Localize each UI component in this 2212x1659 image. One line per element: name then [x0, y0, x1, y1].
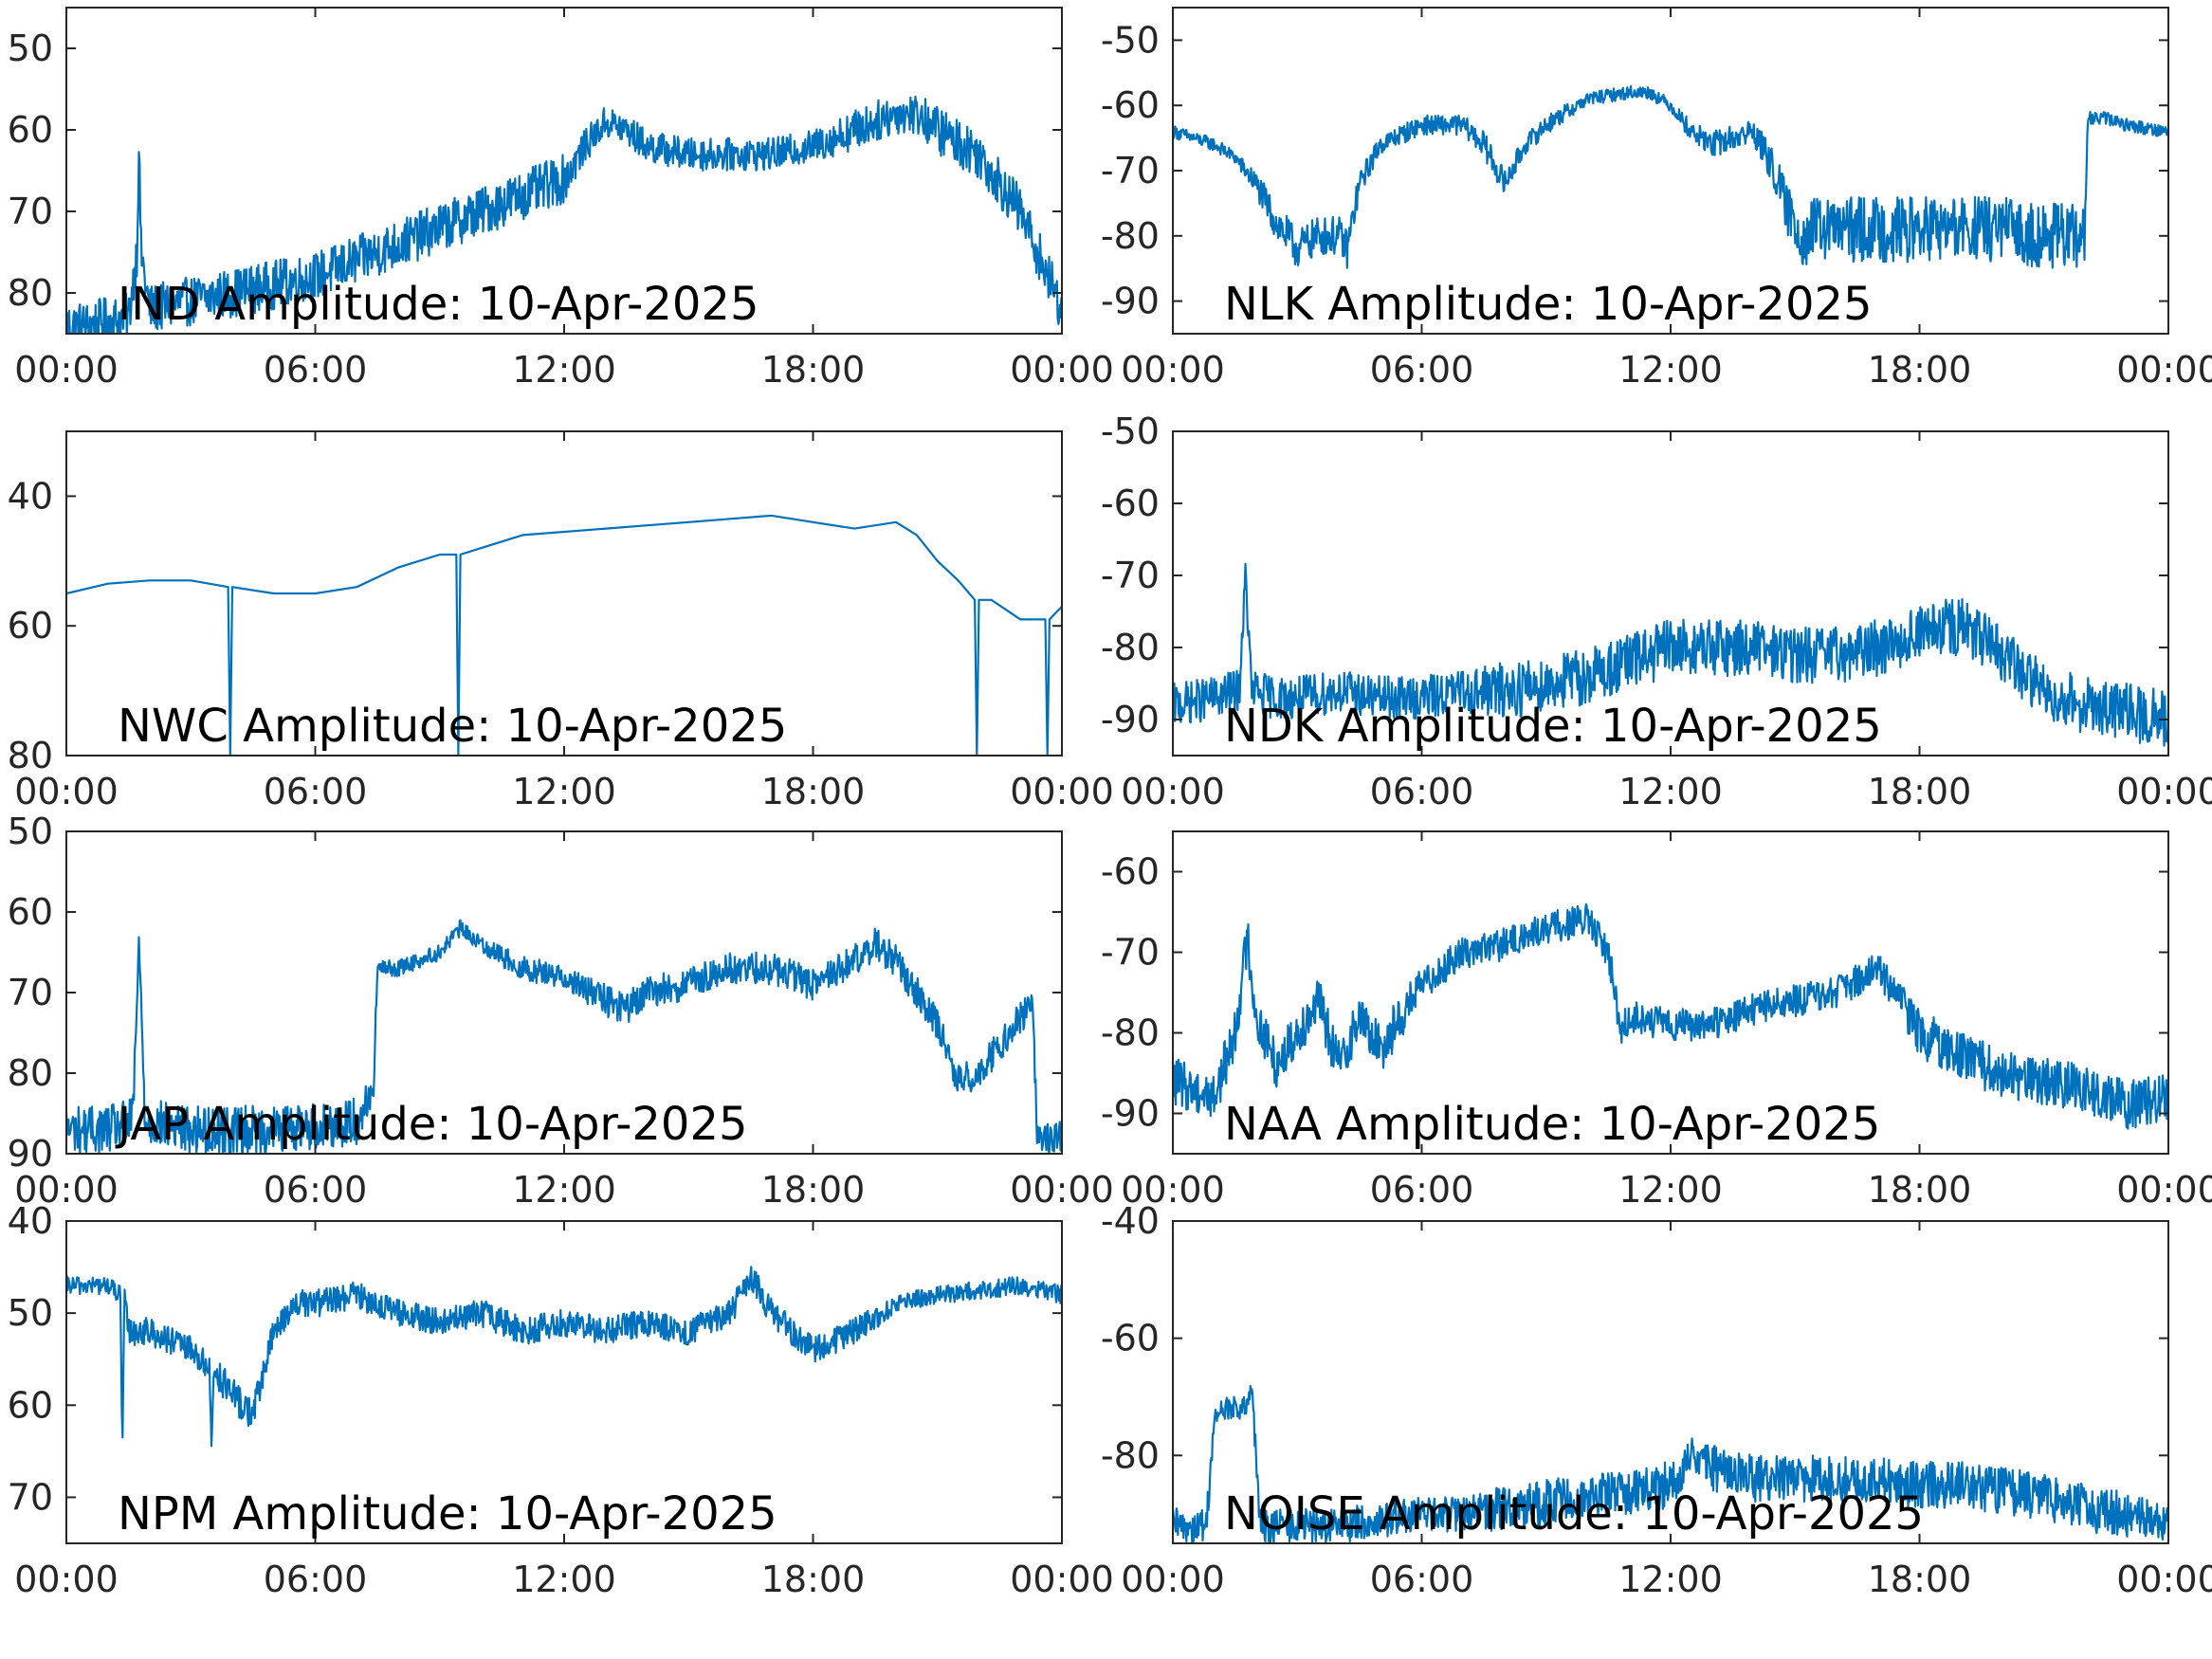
- chart-panel: -40 -60 -80 00:00 06:00 12:00 18:00 00:00 NOISE …: [1101, 1200, 2212, 1600]
- y-tick-label: 40: [8, 1200, 53, 1242]
- x-tick-label: 06:00: [1370, 1169, 1474, 1211]
- x-tick-label: 18:00: [1868, 1169, 1972, 1211]
- x-tick-label: 18:00: [761, 1169, 866, 1211]
- x-tick-label: 00:00: [14, 349, 119, 391]
- chart-title: NAA Amplitude: 10-Apr-2025: [1224, 1098, 1880, 1151]
- y-tick-label: -50: [1101, 19, 1160, 61]
- y-tick-label: 40: [8, 475, 53, 517]
- series-line: [1173, 902, 2168, 1130]
- y-tick-label: -90: [1101, 281, 1160, 322]
- series-line: [66, 95, 1062, 334]
- chart-panel: -60 -70 -80 -90 00:00 06:00 12:00 18:00 00:00 NAA…: [1101, 830, 2212, 1211]
- x-tick-label: 00:00: [14, 1169, 119, 1211]
- chart-panel: -50 -60 -70 -80 -90 00:00 06:00 12:00 18:00 00:00…: [1101, 410, 2212, 812]
- y-tick-label: -70: [1101, 932, 1160, 974]
- chart-title: NOISE Amplitude: 10-Apr-2025: [1224, 1487, 1924, 1540]
- x-tick-label: 18:00: [1868, 349, 1972, 391]
- y-tick-label: -70: [1101, 555, 1160, 596]
- y-tick-label: 60: [8, 605, 53, 647]
- chart-title: JAP Amplitude: 10-Apr-2025: [115, 1098, 748, 1151]
- x-tick-label: 18:00: [761, 771, 866, 812]
- x-tick-label: 00:00: [1010, 1559, 1114, 1600]
- y-tick-label: -60: [1101, 483, 1160, 524]
- y-tick-label: -70: [1101, 150, 1160, 191]
- y-tick-label: 90: [8, 1133, 53, 1175]
- x-tick-label: 06:00: [1370, 1559, 1474, 1600]
- series-line: [66, 514, 1062, 756]
- y-tick-label: 50: [8, 811, 53, 852]
- y-tick-label: 70: [8, 191, 53, 232]
- chart-panel: 40 50 60 70 00:00 06:00 12:00 18:00 00:00 NPM Amp…: [8, 1200, 1114, 1600]
- x-tick-label: 06:00: [1370, 349, 1474, 391]
- x-tick-label: 00:00: [1010, 1169, 1114, 1211]
- series-line: [1173, 562, 2168, 747]
- x-tick-label: 06:00: [264, 1559, 368, 1600]
- chart-title: NDK Amplitude: 10-Apr-2025: [1224, 700, 1882, 753]
- x-tick-label: 00:00: [2116, 1559, 2212, 1600]
- x-tick-label: 12:00: [1618, 1559, 1723, 1600]
- x-tick-label: 12:00: [1618, 771, 1723, 812]
- chart-panel: 50 60 70 80 00:00 06:00 12:00 18:00 00:00 IND Amp…: [8, 7, 1114, 391]
- x-tick-label: 00:00: [1010, 771, 1114, 812]
- x-tick-label: 18:00: [761, 1559, 866, 1600]
- chart-panel: -50 -60 -70 -80 -90 00:00 06:00 12:00 18:00 00:00…: [1101, 7, 2212, 391]
- x-tick-label: 12:00: [512, 771, 616, 812]
- x-tick-label: 06:00: [264, 771, 368, 812]
- series-line: [1173, 1384, 2168, 1543]
- chart-title: NWC Amplitude: 10-Apr-2025: [118, 700, 787, 753]
- series-line: [1173, 84, 2168, 269]
- y-tick-label: 50: [8, 27, 53, 69]
- y-tick-label: 50: [8, 1292, 53, 1334]
- y-tick-label: 80: [8, 735, 53, 776]
- x-tick-label: 00:00: [1010, 349, 1114, 391]
- y-tick-label: 60: [8, 891, 53, 933]
- y-tick-label: 80: [8, 272, 53, 314]
- y-tick-label: 70: [8, 972, 53, 1013]
- series-line: [66, 1266, 1062, 1448]
- y-tick-label: -50: [1101, 410, 1160, 452]
- x-tick-label: 06:00: [264, 1169, 368, 1211]
- x-tick-label: 00:00: [2116, 1169, 2212, 1211]
- y-tick-label: -90: [1101, 1093, 1160, 1135]
- y-tick-label: 80: [8, 1052, 53, 1094]
- x-tick-label: 06:00: [1370, 771, 1474, 812]
- x-tick-label: 12:00: [512, 1559, 616, 1600]
- y-tick-label: -60: [1101, 851, 1160, 893]
- y-tick-label: 70: [8, 1476, 53, 1518]
- y-tick-label: -90: [1101, 699, 1160, 740]
- x-tick-label: 06:00: [264, 349, 368, 391]
- y-tick-label: -40: [1101, 1200, 1160, 1242]
- x-tick-label: 18:00: [1868, 1559, 1972, 1600]
- chart-title: NPM Amplitude: 10-Apr-2025: [118, 1487, 777, 1540]
- x-tick-label: 12:00: [1618, 349, 1723, 391]
- x-tick-label: 00:00: [14, 771, 119, 812]
- x-tick-label: 00:00: [2116, 771, 2212, 812]
- y-tick-label: -60: [1101, 84, 1160, 126]
- x-tick-label: 00:00: [1121, 771, 1225, 812]
- x-tick-label: 12:00: [1618, 1169, 1723, 1211]
- series-line: [66, 919, 1062, 1154]
- x-tick-label: 18:00: [1868, 771, 1972, 812]
- y-tick-label: -80: [1101, 627, 1160, 668]
- x-tick-label: 00:00: [1121, 349, 1225, 391]
- x-tick-label: 12:00: [512, 349, 616, 391]
- chart-title: NLK Amplitude: 10-Apr-2025: [1224, 278, 1873, 331]
- y-tick-label: -80: [1101, 1434, 1160, 1476]
- x-tick-label: 00:00: [2116, 349, 2212, 391]
- chart-title: IND Amplitude: 10-Apr-2025: [118, 278, 759, 331]
- x-tick-label: 12:00: [512, 1169, 616, 1211]
- x-tick-label: 00:00: [14, 1559, 119, 1600]
- y-tick-label: 60: [8, 109, 53, 151]
- x-tick-label: 00:00: [1121, 1169, 1225, 1211]
- x-tick-label: 00:00: [1121, 1559, 1225, 1600]
- x-tick-label: 18:00: [761, 349, 866, 391]
- y-tick-label: -80: [1101, 1012, 1160, 1054]
- y-tick-label: -80: [1101, 215, 1160, 257]
- y-tick-label: 60: [8, 1384, 53, 1426]
- y-tick-label: -60: [1101, 1318, 1160, 1359]
